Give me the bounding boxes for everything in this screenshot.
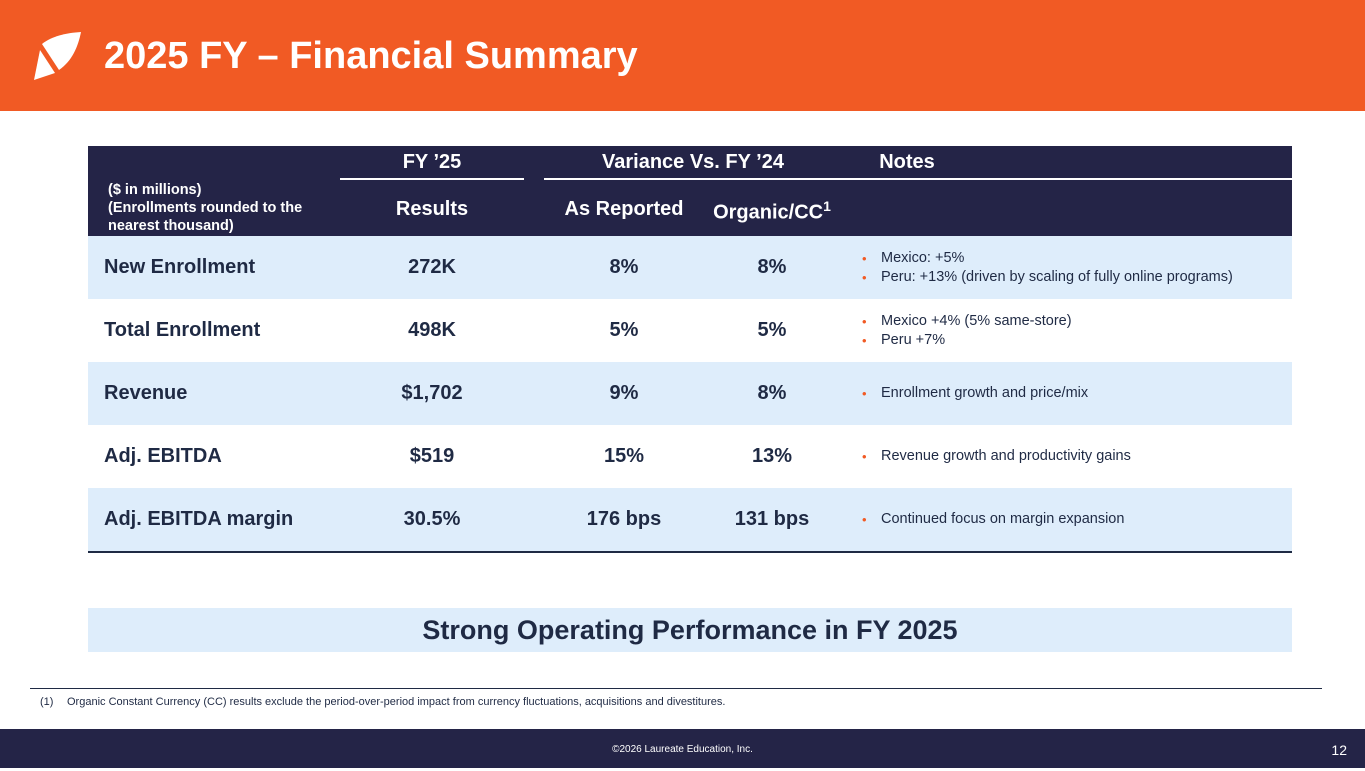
copyright: ©2026 Laureate Education, Inc.	[612, 744, 753, 755]
bullet-icon: •	[862, 449, 867, 464]
organic-value: 13%	[751, 445, 793, 467]
note-item: • Mexico: +5%	[862, 249, 1233, 268]
divider	[544, 178, 842, 180]
note-item: • Revenue growth and productivity gains	[862, 447, 1131, 466]
note-text: Peru +7%	[881, 331, 946, 348]
row-label: Total Enrollment	[104, 319, 261, 341]
row-label: Adj. EBITDA margin	[104, 508, 294, 530]
results-value: 498K	[408, 319, 456, 341]
footnote: (1) Organic Constant Currency (CC) result…	[40, 696, 725, 708]
footnote-divider	[30, 688, 1322, 689]
results-value: 272K	[408, 256, 456, 278]
footnote-text: Organic Constant Currency (CC) results e…	[67, 696, 726, 708]
note-text: Continued focus on margin expansion	[881, 511, 1125, 527]
note-item: • Peru: +13% (driven by scaling of fully …	[862, 268, 1233, 287]
as-reported-value: 8%	[609, 256, 639, 278]
note-text: Peru: +13% (driven by scaling of fully o…	[881, 268, 1233, 285]
bullet-icon: •	[862, 313, 867, 329]
col-header-organic-label: Organic/CC	[713, 201, 824, 224]
note-text: Mexico: +5%	[881, 249, 965, 266]
bullet-icon: •	[862, 332, 867, 348]
note-item: • Continued focus on margin expansion	[862, 510, 1124, 529]
row-label: New Enrollment	[104, 256, 256, 278]
as-reported-value: 176 bps	[586, 508, 662, 530]
as-reported-value: 9%	[609, 382, 639, 404]
table-row-total-enrollment: Total Enrollment 498K 5% 5% • Mexico +4% …	[88, 299, 1292, 362]
as-reported-value: 15%	[603, 445, 645, 467]
organic-value: 131 bps	[734, 508, 810, 530]
row-notes: • Mexico: +5% • Peru: +13% (driven by scal…	[862, 236, 1233, 299]
highlight-banner: Strong Operating Performance in FY 2025	[88, 608, 1292, 652]
table-row-adj-ebitda-margin: Adj. EBITDA margin 30.5% 176 bps 131 bps…	[88, 488, 1292, 551]
col-header-as-reported: As Reported	[564, 198, 684, 220]
col-header-organic-cc: Organic/CC1	[672, 198, 872, 225]
note-text: Enrollment growth and price/mix	[881, 385, 1089, 401]
results-value: $1,702	[401, 382, 463, 404]
organic-value: 8%	[757, 382, 787, 404]
leaf-logo-icon	[34, 32, 81, 80]
units-line: (Enrollments rounded to the nearest thou…	[108, 200, 303, 234]
organic-value: 8%	[757, 256, 787, 278]
group-header-fy25: FY ’25	[402, 151, 462, 173]
units-line: ($ in millions)	[108, 182, 202, 198]
divider	[842, 178, 1292, 180]
table-row-new-enrollment: New Enrollment 272K 8% 8% • Mexico: +5% •…	[88, 236, 1292, 299]
page-title: 2025 FY – Financial Summary	[104, 35, 638, 77]
row-label: Adj. EBITDA	[104, 445, 222, 467]
table-row-revenue: Revenue $1,702 9% 8% • Enrollment growth …	[88, 362, 1292, 425]
group-header-variance: Variance Vs. FY ’24	[602, 151, 784, 173]
as-reported-value: 5%	[609, 319, 639, 341]
note-text: Revenue growth and productivity gains	[881, 448, 1131, 464]
units-caption: ($ in millions) (Enrollments rounded to …	[108, 181, 348, 235]
bullet-icon: •	[862, 269, 867, 285]
table-header: FY ’25 Variance Vs. FY ’24 Notes ($ in m…	[88, 146, 1292, 236]
title-bar: 2025 FY – Financial Summary	[0, 0, 1365, 111]
footnote-marker: (1)	[40, 696, 54, 708]
row-notes: • Mexico +4% (5% same-store) • Peru +7%	[862, 299, 1072, 362]
note-item: • Mexico +4% (5% same-store)	[862, 312, 1072, 331]
col-header-results: Results	[395, 198, 469, 220]
row-notes: • Continued focus on margin expansion	[862, 488, 1124, 551]
note-text: Mexico +4% (5% same-store)	[881, 312, 1072, 329]
bullet-icon: •	[862, 512, 867, 527]
results-value: 30.5%	[403, 508, 461, 530]
note-item: • Peru +7%	[862, 331, 1072, 350]
table-row-adj-ebitda: Adj. EBITDA $519 15% 13% • Revenue growth…	[88, 425, 1292, 488]
row-notes: • Enrollment growth and price/mix	[862, 362, 1088, 425]
financial-summary-table: FY ’25 Variance Vs. FY ’24 Notes ($ in m…	[88, 146, 1292, 553]
bullet-icon: •	[862, 386, 867, 401]
organic-value: 5%	[757, 319, 787, 341]
row-label: Revenue	[104, 382, 188, 404]
bullet-icon: •	[862, 250, 867, 266]
page-number: 12	[1331, 742, 1347, 758]
divider	[340, 178, 524, 180]
footnote-ref: 1	[823, 198, 831, 214]
row-notes: • Revenue growth and productivity gains	[862, 425, 1131, 488]
group-header-notes: Notes	[879, 151, 935, 173]
footer-bar: ©2026 Laureate Education, Inc. 12	[0, 729, 1365, 768]
results-value: $519	[409, 445, 455, 467]
note-item: • Enrollment growth and price/mix	[862, 384, 1088, 403]
table-bottom-rule	[88, 551, 1292, 553]
